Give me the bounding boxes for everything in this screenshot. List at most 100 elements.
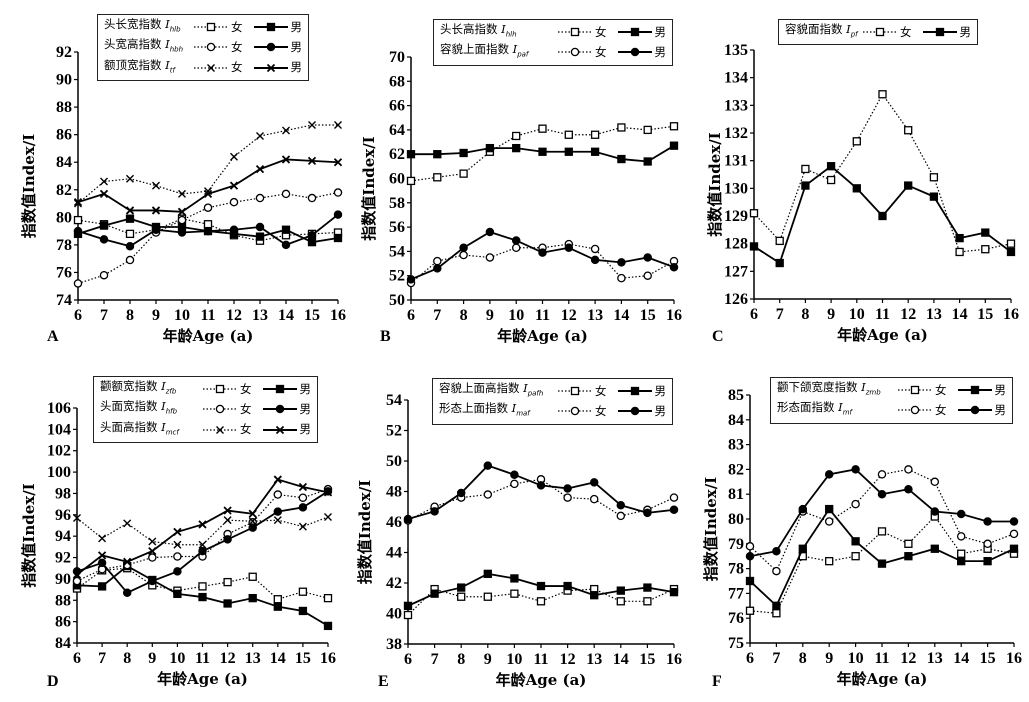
y-tick-label: 127 (724, 263, 748, 280)
x-tick-label: 8 (799, 650, 807, 667)
data-point (538, 124, 547, 133)
data-point (851, 552, 860, 561)
y-tick-label: 106 (47, 400, 71, 417)
series-line (76, 516, 329, 546)
data-point (173, 589, 182, 599)
data-point (798, 504, 808, 514)
y-tick-label: 78 (728, 561, 744, 578)
data-point (512, 143, 521, 153)
x-tick-label: 9 (152, 307, 160, 324)
x-tick-label: 12 (561, 307, 577, 324)
male-label: 男 (994, 382, 1007, 397)
index-symbol: I (511, 401, 517, 416)
x-axis-title: 年龄Age (a) (157, 670, 248, 688)
series-x-female (73, 512, 332, 549)
panel-letter: D (47, 673, 59, 690)
circle-marker-icon (970, 406, 979, 415)
y-tick-label: 92 (55, 550, 71, 567)
index-subscript: zfb (165, 387, 177, 396)
legend-A: 头长宽指数 Ihlb 女男头宽高指数 Ihbh 女男额顶宽指数 Itf 女男 (97, 14, 309, 81)
data-point (536, 481, 546, 490)
circle-marker-icon (630, 48, 639, 57)
female-label: 女 (935, 382, 947, 397)
male-label: 男 (299, 401, 312, 416)
circle-marker-icon (266, 43, 275, 52)
data-point (125, 242, 135, 251)
index-subscript: paf (517, 50, 529, 59)
y-tick-label: 82 (56, 182, 72, 199)
data-point (775, 258, 784, 268)
x-tick-label: 13 (252, 307, 268, 324)
male-label: 男 (959, 24, 972, 39)
series-circle-female (406, 239, 679, 288)
index-subscript: tf (169, 65, 175, 74)
data-point (99, 235, 109, 244)
x-tick-label: 10 (849, 306, 865, 323)
x-tick-label: 13 (586, 651, 602, 668)
series-square-female (749, 90, 1016, 257)
female-legend-swatch (558, 27, 592, 37)
data-point (123, 519, 132, 528)
data-point (97, 551, 107, 560)
index-subscript: maf (516, 409, 530, 418)
y-tick-label: 80 (728, 511, 744, 528)
y-tick-label: 83 (728, 437, 744, 454)
series-circle-female (745, 465, 1019, 576)
data-point (851, 537, 860, 546)
y-tick-label: 88 (56, 99, 72, 116)
female-legend-swatch (898, 406, 932, 415)
data-point (801, 164, 810, 174)
circle-marker-icon (570, 48, 580, 57)
data-point (1009, 529, 1019, 539)
square-marker-icon (206, 22, 216, 32)
y-tick-label: 132 (724, 125, 748, 142)
data-point (126, 174, 134, 183)
data-point (904, 126, 913, 135)
male-legend-swatch (262, 384, 297, 394)
data-point (323, 488, 333, 497)
data-point (930, 544, 939, 553)
x-tick-label: 15 (304, 307, 320, 324)
x-tick-label: 15 (980, 650, 996, 667)
data-point (333, 210, 343, 219)
data-point (775, 236, 784, 246)
series-line (749, 468, 1014, 558)
index-symbol: I (501, 22, 506, 36)
data-point (72, 570, 82, 579)
y-tick-label: 90 (55, 571, 71, 588)
data-point (122, 588, 132, 598)
x-tick-label: 8 (460, 307, 468, 324)
x-marker-icon (207, 63, 215, 72)
x-axis-title: 年龄Age (a) (497, 327, 588, 345)
data-point (125, 214, 135, 223)
data-point (643, 253, 652, 262)
data-point (616, 511, 626, 521)
male-label: 男 (299, 381, 312, 396)
data-point (643, 125, 652, 135)
data-point (433, 264, 442, 273)
data-point (929, 192, 939, 201)
data-point (203, 203, 213, 212)
series-line (749, 468, 1015, 573)
data-point (298, 503, 308, 512)
data-point (282, 126, 290, 135)
data-point (825, 557, 834, 566)
data-point (590, 147, 600, 156)
x-tick-label: 14 (613, 651, 629, 668)
data-point (456, 488, 466, 498)
data-point (125, 255, 135, 265)
data-point (590, 255, 600, 265)
y-tick-label: 86 (55, 614, 71, 631)
data-point (852, 137, 861, 146)
y-tick-label: 54 (386, 392, 402, 409)
female-label: 女 (240, 422, 252, 437)
x-tick-label: 9 (148, 650, 156, 667)
x-tick-label: 11 (874, 650, 889, 667)
x-tick-label: 9 (825, 650, 833, 667)
data-point (643, 157, 652, 166)
data-point (98, 534, 107, 543)
data-point (173, 567, 182, 576)
index-name: 容貌上面指数 (440, 42, 509, 57)
data-point (307, 230, 317, 240)
